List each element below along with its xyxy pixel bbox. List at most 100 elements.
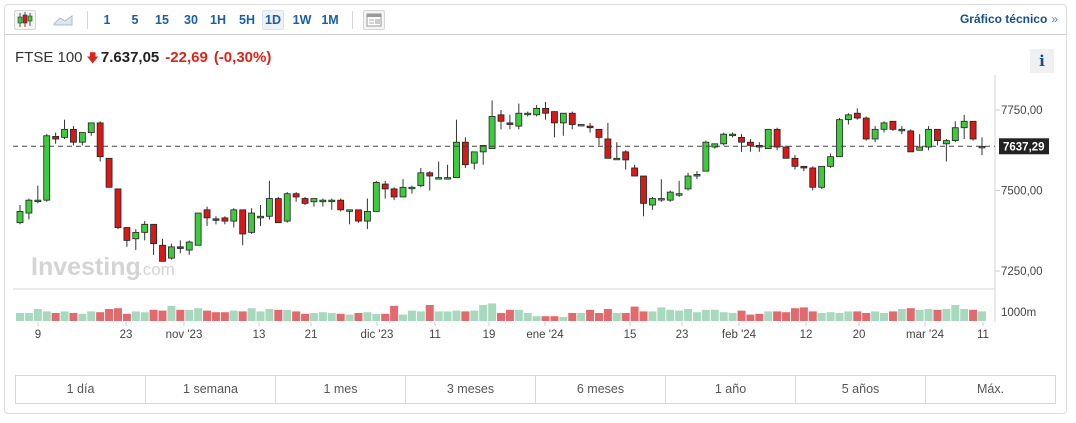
volume-bar — [657, 307, 666, 321]
candle — [800, 165, 808, 169]
candle — [657, 198, 665, 201]
candle — [951, 127, 959, 141]
volume-bar — [33, 309, 42, 321]
volume-bar — [203, 310, 212, 321]
candle — [283, 193, 291, 222]
volume-bar — [612, 313, 621, 321]
candle — [319, 199, 327, 203]
x-tick-label: 9 — [35, 329, 41, 341]
range-1-month[interactable]: 1 mes — [276, 376, 406, 403]
candle — [533, 107, 541, 116]
interval-30[interactable]: 30 — [184, 13, 198, 27]
x-tick-label: 13 — [253, 329, 266, 341]
watermark-brand: Investing — [31, 253, 141, 281]
range-max[interactable]: Máx. — [976, 382, 1005, 396]
volume-bar — [42, 311, 51, 321]
interval-1m[interactable]: 1M — [321, 13, 339, 27]
interval-1h[interactable]: 1H — [210, 13, 226, 27]
toolbar-divider — [87, 11, 88, 29]
candle — [274, 198, 282, 224]
volume-bar — [238, 311, 247, 321]
volume-bar — [149, 309, 158, 321]
interval-1w[interactable]: 1W — [292, 13, 312, 27]
info-button[interactable]: i — [1030, 49, 1054, 73]
area-chart-icon — [53, 15, 73, 26]
interval-1[interactable]: 1 — [103, 13, 111, 27]
candle — [747, 141, 754, 146]
volume-bar — [497, 313, 505, 321]
technical-chart-link[interactable]: Gráfico técnico» — [960, 12, 1058, 26]
volume-bar — [194, 308, 203, 321]
volume-bar — [96, 312, 105, 321]
x-axis: 9 23 nov '23 13 21 dic '23 11 19 ene '24 15 23 feb … — [35, 322, 989, 341]
candle — [230, 209, 238, 222]
volume-bar — [942, 309, 951, 321]
candle — [595, 128, 603, 138]
range-6-months[interactable]: 6 meses — [536, 376, 666, 403]
volume-bar — [113, 308, 122, 321]
candle — [266, 198, 273, 217]
interval-1d[interactable]: 1D — [262, 10, 284, 30]
candle — [96, 122, 104, 158]
volume-bar — [78, 313, 87, 321]
volume-bar — [372, 313, 381, 321]
x-tick-label: mar '24 — [906, 329, 945, 341]
candle — [70, 128, 77, 143]
candle — [78, 132, 86, 143]
candle — [622, 151, 630, 161]
volume-bar — [131, 311, 140, 321]
volume-bar — [167, 305, 176, 321]
current-price-tag: 7637,29 — [999, 138, 1049, 155]
candle — [363, 211, 371, 222]
price-chart[interactable]: 7750,00 7500,00 7250,00 Investing .com 763… — [5, 75, 1065, 355]
candle — [141, 223, 149, 233]
candle — [168, 246, 175, 259]
toolbar-divider — [352, 11, 353, 29]
chart-widget: 1 5 15 30 1H 5H 1D 1W 1M Gráfico técnico… — [4, 4, 1067, 414]
candle — [150, 223, 158, 245]
volume-bar — [390, 305, 399, 321]
range-1-year[interactable]: 1 año — [666, 376, 796, 403]
volume-bar — [185, 309, 194, 321]
candle — [559, 112, 567, 124]
interval-15[interactable]: 15 — [155, 13, 169, 27]
candle — [586, 125, 594, 129]
volume-bar — [835, 313, 844, 321]
volume-bar — [755, 313, 764, 321]
interval-5h[interactable]: 5H — [239, 13, 255, 27]
volume-bar — [158, 310, 167, 321]
candle — [960, 120, 968, 129]
candle — [666, 191, 674, 201]
volume-bar — [568, 313, 577, 321]
range-3-months[interactable]: 3 meses — [406, 376, 536, 403]
volume-bar — [256, 311, 265, 321]
volume-bar — [888, 311, 897, 321]
volume-bar — [470, 310, 479, 321]
layout-icon — [366, 13, 382, 27]
price-change: -22,69 — [165, 49, 208, 66]
x-tick-label: 23 — [120, 329, 133, 341]
interval-5[interactable]: 5 — [131, 13, 139, 27]
volume-bar — [862, 313, 871, 321]
volume-bar — [808, 311, 817, 321]
candle — [898, 128, 906, 132]
candle — [444, 177, 451, 180]
x-tick-label: 21 — [305, 329, 318, 341]
area-chart-button[interactable] — [52, 10, 74, 30]
volume-bar — [363, 312, 372, 321]
range-1-day[interactable]: 1 día — [16, 376, 146, 403]
candle — [693, 174, 701, 177]
candle — [791, 157, 799, 167]
volume-bar — [906, 308, 915, 321]
range-1-week[interactable]: 1 semana — [146, 376, 276, 403]
candle — [862, 117, 870, 140]
candlestick-chart-button[interactable] — [14, 10, 36, 30]
volume-bar — [746, 314, 755, 321]
volume-bar — [684, 309, 693, 321]
volume-bar — [675, 310, 684, 321]
candle — [916, 146, 924, 151]
range-5-years[interactable]: 5 años — [796, 376, 926, 403]
layout-button[interactable] — [363, 10, 385, 30]
volume-bar — [933, 309, 942, 321]
volume-bar — [140, 312, 149, 321]
